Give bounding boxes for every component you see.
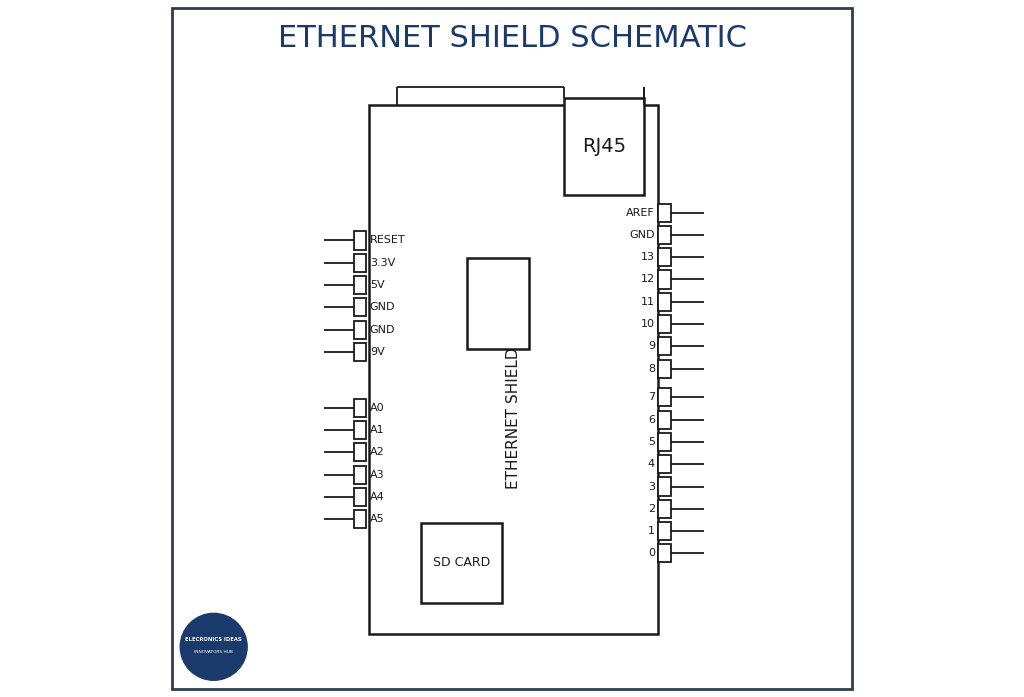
Circle shape	[180, 613, 247, 680]
Text: SD CARD: SD CARD	[433, 556, 490, 569]
Bar	[658, 477, 671, 496]
Bar	[353, 466, 367, 484]
Text: 10: 10	[641, 319, 655, 329]
Text: RJ45: RJ45	[583, 137, 627, 156]
Bar	[658, 226, 671, 244]
Text: A5: A5	[370, 514, 384, 524]
Bar	[658, 293, 671, 311]
Text: 6: 6	[648, 415, 655, 424]
Bar	[353, 298, 367, 316]
Bar	[658, 337, 671, 355]
Text: INNOVATORS HUB: INNOVATORS HUB	[195, 650, 233, 654]
Bar	[658, 360, 671, 378]
Text: 3: 3	[648, 482, 655, 491]
Bar	[658, 388, 671, 406]
Text: 11: 11	[641, 297, 655, 307]
Bar	[658, 544, 671, 562]
Text: GND: GND	[370, 325, 395, 335]
Bar	[353, 399, 367, 417]
Bar	[658, 270, 671, 289]
Text: GND: GND	[370, 302, 395, 312]
Bar	[353, 488, 367, 506]
Bar	[658, 315, 671, 333]
Text: A4: A4	[370, 492, 385, 502]
Bar	[353, 443, 367, 461]
Text: 8: 8	[648, 364, 655, 374]
Bar	[467, 258, 529, 348]
Text: A1: A1	[370, 425, 384, 435]
Text: A2: A2	[370, 447, 385, 457]
Bar	[658, 522, 671, 540]
Text: 0: 0	[648, 549, 655, 558]
Text: 7: 7	[648, 392, 655, 402]
Text: ELECRONICS IDEAS: ELECRONICS IDEAS	[185, 637, 242, 643]
Text: 4: 4	[648, 459, 655, 469]
Bar	[658, 248, 671, 266]
Text: RESET: RESET	[370, 236, 406, 245]
Text: AREF: AREF	[626, 208, 655, 217]
Bar	[353, 510, 367, 528]
Bar	[658, 455, 671, 473]
Bar	[353, 343, 367, 361]
Text: 5V: 5V	[370, 280, 384, 290]
Text: 13: 13	[641, 252, 655, 262]
Bar	[353, 321, 367, 339]
Text: GND: GND	[630, 230, 655, 240]
Bar	[564, 98, 644, 195]
Text: A0: A0	[370, 403, 384, 413]
Bar	[369, 105, 658, 634]
Text: ETHERNET SHIELD SCHEMATIC: ETHERNET SHIELD SCHEMATIC	[278, 24, 746, 53]
Bar	[422, 523, 502, 603]
Text: 12: 12	[641, 275, 655, 284]
Bar	[353, 276, 367, 294]
Bar	[353, 254, 367, 272]
Bar	[658, 433, 671, 451]
Text: ETHERNET SHIELD: ETHERNET SHIELD	[506, 347, 521, 489]
Bar	[658, 411, 671, 429]
Bar	[658, 500, 671, 518]
Text: 5: 5	[648, 437, 655, 447]
Text: 9: 9	[648, 342, 655, 351]
Bar	[658, 204, 671, 222]
Bar	[353, 421, 367, 439]
Text: 2: 2	[648, 504, 655, 514]
Text: 3.3V: 3.3V	[370, 258, 395, 268]
Text: A3: A3	[370, 470, 384, 480]
Bar	[353, 231, 367, 250]
Text: 1: 1	[648, 526, 655, 536]
Text: 9V: 9V	[370, 347, 385, 357]
